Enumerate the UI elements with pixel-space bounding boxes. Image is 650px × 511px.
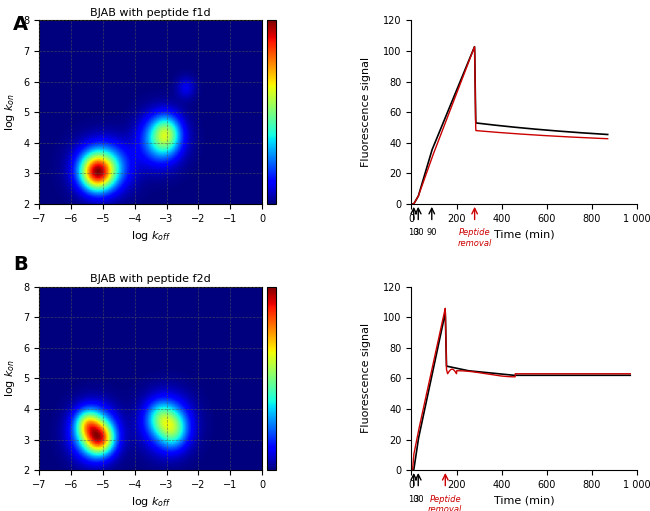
Text: 30: 30 xyxy=(413,495,424,504)
Text: 10: 10 xyxy=(408,228,419,238)
Y-axis label: Fluorescence signal: Fluorescence signal xyxy=(361,323,371,433)
Text: A: A xyxy=(13,15,28,34)
Text: Peptide
removal: Peptide removal xyxy=(428,495,463,511)
Y-axis label: log $k_{on}$: log $k_{on}$ xyxy=(3,359,18,398)
Title: BJAB with peptide f1d: BJAB with peptide f1d xyxy=(90,8,211,18)
Title: BJAB with peptide f2d: BJAB with peptide f2d xyxy=(90,274,211,285)
X-axis label: Time (min): Time (min) xyxy=(494,229,554,239)
X-axis label: log $k_{off}$: log $k_{off}$ xyxy=(131,495,171,509)
Text: 10: 10 xyxy=(408,495,419,504)
X-axis label: log $k_{off}$: log $k_{off}$ xyxy=(131,229,171,243)
Y-axis label: Fluorescence signal: Fluorescence signal xyxy=(361,57,371,167)
Text: 90: 90 xyxy=(426,228,437,238)
Y-axis label: log $k_{on}$: log $k_{on}$ xyxy=(3,93,18,131)
Text: 30: 30 xyxy=(413,228,424,238)
Text: B: B xyxy=(13,256,28,274)
X-axis label: Time (min): Time (min) xyxy=(494,495,554,505)
Text: Peptide
removal: Peptide removal xyxy=(458,228,492,248)
